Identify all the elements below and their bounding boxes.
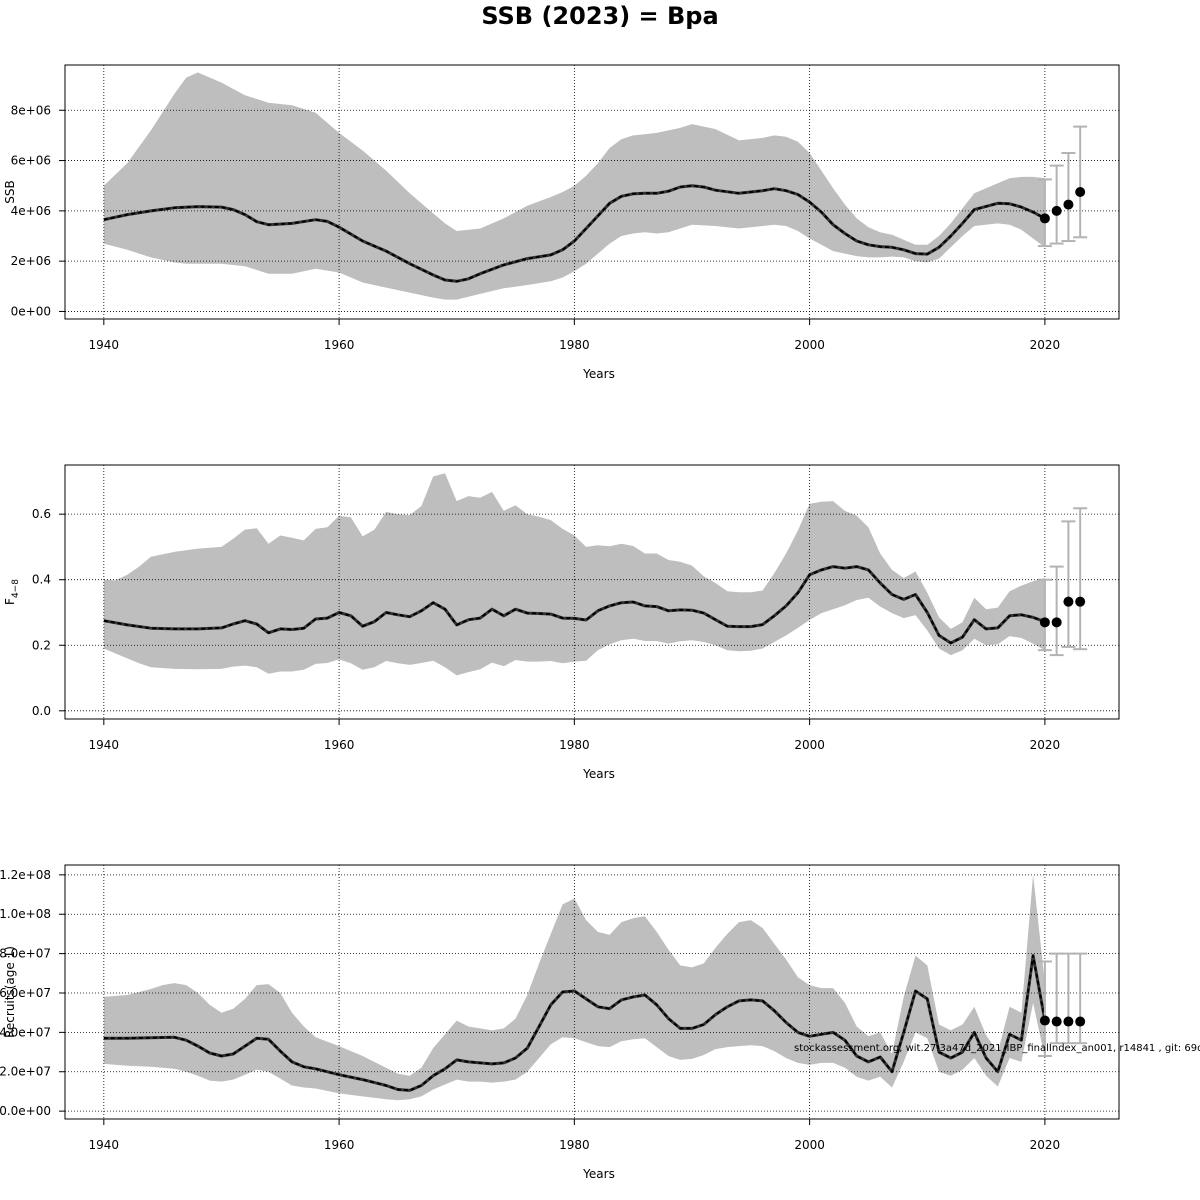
f-plot-frame [64,464,1120,720]
recruits-xtick-label-2000: 2000 [794,1138,825,1152]
f-ytick-label-0: 0.0 [32,704,51,718]
ssb-confidence-band [103,72,1045,300]
recruits-ytick-label-3: 6.0e+07 [0,986,51,1000]
ssb-point-2021 [1051,205,1062,216]
ssb-ytick-label-0: 0e+00 [11,304,51,318]
recruits-ytick-label-1: 2.0e+07 [0,1065,51,1079]
recruits-ytick-label-2: 4.0e+07 [0,1025,51,1039]
ssb-xtick-label-1980: 1980 [559,338,590,352]
f-point-2020 [1039,617,1050,628]
f-xtick-label-1960: 1960 [324,738,355,752]
ssb-point-2023 [1075,187,1086,197]
ssb-ytick-label-4: 8e+06 [11,103,51,117]
ssb-xtick-label-1940: 1940 [89,338,120,352]
ssb-xtick-label-2020: 2020 [1030,338,1061,352]
ssb-ytick-label-3: 6e+06 [11,154,51,168]
f-xtick-label-2020: 2020 [1030,738,1061,752]
recruits-xtick-label-1980: 1980 [559,1138,590,1152]
recruits-xlabel: Years [582,1167,615,1181]
f-estimate-line-dash [103,565,1046,644]
f-xtick-label-1940: 1940 [89,738,120,752]
ssb-estimate-line-dash [103,184,1046,283]
f-ylabel: F4−8 [3,579,21,605]
recruits-confidence-band [103,874,1045,1101]
recruits-ytick-label-4: 8.0e+07 [0,947,51,961]
ssb-xtick-label-1960: 1960 [324,338,355,352]
recruits-xtick-label-2020: 2020 [1030,1138,1061,1152]
ssb-xtick-label-2000: 2000 [794,338,825,352]
main-title: SSB (2023) = Bpa [481,2,719,30]
f-xlabel: Years [582,767,615,781]
ssb-panel: 1940 1960 1980 2000 2020 0e+00 2e+06 4e+06 6e+06… [3,64,1120,381]
ssb-plot-frame [64,64,1120,320]
f-ytick-label-3: 0.6 [32,507,51,521]
recruits-point-2020 [1039,1015,1050,1026]
fishing-mortality-panel: 1940 1960 1980 2000 2020 0.0 0.2 0.4 0.6 Years F4−… [3,464,1120,781]
ssb-ytick-label-2: 4e+06 [11,204,51,218]
recruits-point-2023 [1075,1016,1086,1027]
f-point-2022 [1063,596,1074,607]
f-point-2021 [1051,617,1062,628]
f-xtick-label-2000: 2000 [794,738,825,752]
recruits-point-2021 [1051,1016,1062,1027]
ssb-ytick-label-1: 2e+06 [11,254,51,268]
ssb-point-2022 [1063,199,1074,210]
recruits-plot-frame [64,864,1120,1120]
recruits-ytick-label-0: 0.0e+00 [0,1104,51,1118]
f-point-2023 [1075,596,1086,607]
recruits-xtick-label-1940: 1940 [89,1138,120,1152]
ssb-xlabel: Years [582,367,615,381]
recruits-point-2022 [1063,1016,1074,1027]
recruits-ytick-label-6: 1.2e+08 [0,868,51,882]
recruits-estimate-line-dash [103,954,1046,1092]
f-ytick-label-2: 0.4 [32,573,51,587]
f-ytick-label-1: 0.2 [32,638,51,652]
ssb-point-2020 [1039,213,1050,224]
recruitment-panel: 1940 1960 1980 2000 2020 0.0e+00 2.0e+07 4.0e+0… [0,864,1120,1181]
recruits-ytick-label-5: 1.0e+08 [0,907,51,921]
ssb-ylabel: SSB [3,180,17,203]
recruits-ylabel: Recruits(age 1) [3,946,17,1038]
recruits-xtick-label-1960: 1960 [324,1138,355,1152]
footer-note: stockassessment.org, wit.27.3a47d_2021_I… [794,1043,1200,1054]
f-xtick-label-1980: 1980 [559,738,590,752]
